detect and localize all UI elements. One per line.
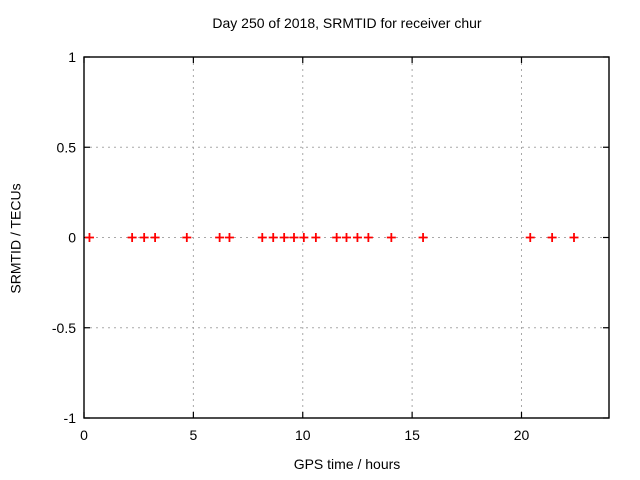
data-point-marker bbox=[289, 233, 299, 242]
y-tick-label: 0 bbox=[68, 230, 76, 246]
x-tick-label: 15 bbox=[404, 427, 420, 443]
y-tick-label: 0.5 bbox=[57, 139, 77, 155]
x-tick-label: 0 bbox=[80, 427, 88, 443]
y-tick-label: -1 bbox=[64, 410, 77, 426]
data-point-marker bbox=[418, 233, 428, 242]
data-point-marker bbox=[547, 233, 557, 242]
data-point-marker bbox=[311, 233, 321, 242]
data-point-marker bbox=[332, 233, 342, 242]
data-point-marker bbox=[215, 233, 225, 242]
x-tick-label: 5 bbox=[189, 427, 197, 443]
data-point-marker bbox=[352, 233, 362, 242]
data-point-marker bbox=[569, 233, 579, 242]
data-point-marker bbox=[363, 233, 373, 242]
x-tick-label: 10 bbox=[295, 427, 311, 443]
x-tick-label: 20 bbox=[514, 427, 530, 443]
data-point-marker bbox=[257, 233, 267, 242]
data-point-marker bbox=[139, 233, 149, 242]
data-point-marker bbox=[84, 233, 94, 242]
data-point-marker bbox=[268, 233, 278, 242]
data-point-marker bbox=[127, 233, 137, 242]
y-tick-label: -0.5 bbox=[52, 320, 76, 336]
data-point-marker bbox=[299, 233, 309, 242]
data-point-marker bbox=[224, 233, 234, 242]
data-point-marker bbox=[150, 233, 160, 242]
x-axis-label: GPS time / hours bbox=[293, 456, 401, 472]
data-point-marker bbox=[342, 233, 351, 242]
data-point-marker bbox=[182, 233, 192, 242]
chart-title: Day 250 of 2018, SRMTID for receiver chu… bbox=[212, 15, 482, 31]
y-tick-label: 1 bbox=[68, 49, 76, 65]
data-point-marker bbox=[525, 233, 535, 242]
data-point-marker bbox=[279, 233, 289, 242]
data-point-marker bbox=[386, 233, 396, 242]
